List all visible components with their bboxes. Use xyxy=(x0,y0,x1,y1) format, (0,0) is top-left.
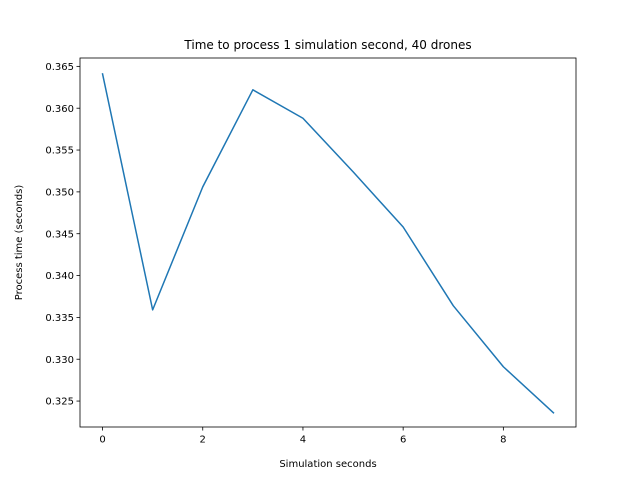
chart-title: Time to process 1 simulation second, 40 … xyxy=(183,38,471,52)
x-tick-label: 0 xyxy=(99,435,105,446)
x-tick-label: 2 xyxy=(200,435,206,446)
x-tick-label: 8 xyxy=(500,435,506,446)
series-line-0 xyxy=(101,73,555,414)
y-tick-label: 0.350 xyxy=(45,187,74,198)
x-tick-label: 4 xyxy=(300,435,306,446)
x-axis-label: Simulation seconds xyxy=(279,459,376,470)
x-ticks: 0 2 4 6 8 xyxy=(99,427,507,446)
y-tick-label: 0.330 xyxy=(45,355,74,366)
y-tick-label: 0.365 xyxy=(45,62,74,73)
y-tick-label: 0.335 xyxy=(45,313,74,324)
plot-area xyxy=(80,58,576,427)
series-layer xyxy=(101,73,555,414)
y-tick-label: 0.345 xyxy=(45,229,74,240)
plot-frame xyxy=(79,57,577,428)
y-tick-label: 0.360 xyxy=(45,104,74,115)
y-tick-label: 0.355 xyxy=(45,146,74,157)
y-ticks: 0.325 0.330 0.335 0.340 0.345 0.350 0.355 0.360… xyxy=(45,62,80,408)
x-tick-label: 6 xyxy=(400,435,406,446)
y-tick-label: 0.325 xyxy=(45,397,74,408)
y-axis-label: Process time (seconds) xyxy=(14,185,25,301)
y-tick-label: 0.340 xyxy=(45,271,74,282)
